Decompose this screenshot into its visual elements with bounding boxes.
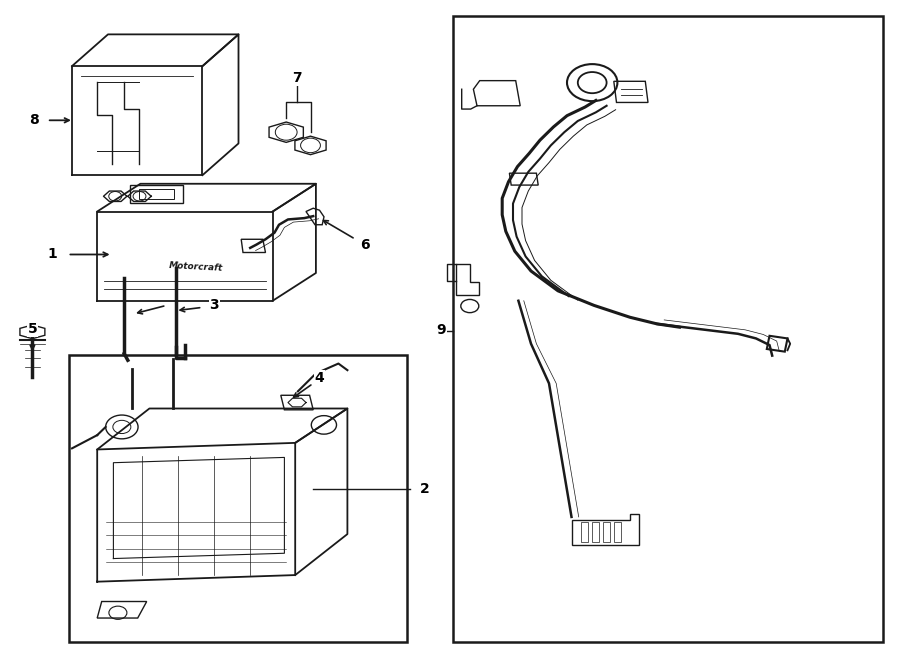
Text: 2: 2 (420, 482, 429, 496)
Polygon shape (580, 522, 588, 542)
Polygon shape (269, 122, 303, 142)
Text: Motorcraft: Motorcraft (168, 261, 222, 273)
Polygon shape (603, 522, 610, 542)
Polygon shape (456, 264, 479, 295)
Text: 3: 3 (210, 298, 219, 313)
Bar (130, 184, 183, 203)
Polygon shape (509, 173, 538, 185)
Polygon shape (97, 602, 147, 618)
Text: 6: 6 (360, 237, 369, 252)
Bar (69, 355, 407, 642)
Text: 5: 5 (28, 322, 37, 336)
Polygon shape (241, 239, 266, 253)
Polygon shape (306, 208, 324, 225)
Polygon shape (473, 81, 520, 106)
Polygon shape (295, 136, 326, 155)
Bar (453, 16, 883, 642)
Polygon shape (767, 336, 788, 352)
Text: 4: 4 (315, 371, 324, 385)
Text: 1: 1 (48, 247, 57, 262)
Bar (140, 188, 174, 199)
Polygon shape (614, 81, 648, 102)
Text: 9: 9 (436, 323, 446, 338)
Polygon shape (592, 522, 599, 542)
Text: 8: 8 (30, 113, 39, 128)
Polygon shape (572, 514, 639, 545)
Polygon shape (281, 395, 313, 410)
Polygon shape (614, 522, 621, 542)
Polygon shape (20, 325, 45, 338)
Text: 7: 7 (292, 71, 302, 85)
